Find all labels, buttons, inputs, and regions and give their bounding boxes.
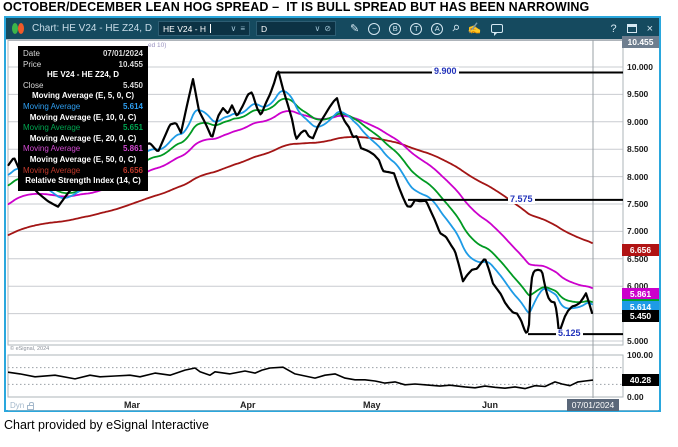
tooltip-row: Moving Average 5.614 (23, 102, 143, 113)
draw-pencil-icon[interactable]: ✎ (350, 23, 360, 35)
tooltip-value: 5.651 (122, 123, 143, 133)
rsi-value-box: 40.28 (622, 374, 659, 386)
comment-bubble-icon[interactable] (490, 24, 503, 36)
interval-select[interactable]: D ∨ ⊘ (256, 21, 337, 36)
tooltip-label: Moving Average (23, 144, 81, 154)
slash-circle-icon[interactable]: ⊘ (324, 24, 332, 33)
tooltip-label: Close (23, 80, 44, 90)
tooltip-value: 10.455 (118, 59, 143, 69)
tooltip-header-row: Relative Strength Index (14, C) (25, 176, 141, 186)
tooltip-value: 07/01/2024 (102, 49, 143, 58)
chevron-down-icon[interactable]: ∨ (230, 24, 237, 33)
rsi-axis-top-label: 100.00 (627, 350, 653, 360)
tooltip-row: Moving Average 5.651 (23, 123, 143, 134)
esignal-chart-window: Chart: HE V24 - HE Z24, D HE V24 - H ∨ ≡… (4, 16, 661, 412)
tooltip-header-row: Moving Average (E, 10, 0, C) (29, 112, 137, 122)
t-tool-icon[interactable]: T (410, 22, 423, 35)
annotation-price-label: 5.125 (556, 328, 583, 338)
chart-toolbar: Chart: HE V24 - HE Z24, D HE V24 - H ∨ ≡… (6, 18, 659, 39)
crosshair-price-box: 10.455 (622, 36, 659, 48)
b-tool-icon[interactable]: B (389, 22, 402, 35)
y-axis-tick-label: 9.500 (627, 89, 649, 99)
symbol-value: HE V24 - H (163, 23, 207, 34)
tooltip-value: 5.861 (122, 144, 143, 154)
tooltip-value: 6.656 (122, 165, 143, 175)
y-axis-tick-label: 7.500 (627, 199, 649, 209)
tooltip-label: Price (23, 59, 42, 69)
y-axis-tick-label: 7.000 (627, 226, 649, 236)
chart-area[interactable]: ed 10) © eSignal, 2024 Dyn 07/01/2024 Da… (6, 36, 659, 411)
crosshair-date-box: 07/01/2024 (567, 399, 619, 411)
y-axis-tick-label: 9.000 (627, 117, 649, 127)
x-axis-month-label: Jun (482, 400, 499, 410)
rsi-axis-bottom-label: 0.00 (627, 392, 644, 402)
tooltip-row: Moving Average 5.861 (23, 144, 143, 155)
annotation-price-label: 7.575 (508, 194, 535, 204)
axis-value-box: 5.450 (622, 310, 659, 322)
help-button[interactable]: ? (610, 22, 617, 35)
tooltip-header-row: Moving Average (E, 20, 0, C) (29, 133, 137, 143)
a-tool-icon[interactable]: A (431, 22, 444, 35)
lock-icon[interactable] (27, 401, 35, 410)
tooltip-label: Date (23, 49, 40, 58)
tooltip-value: 5.614 (122, 101, 143, 111)
wave-tool-icon[interactable]: ~ (368, 22, 381, 35)
chart-caption: Chart provided by eSignal Interactive (4, 418, 209, 432)
y-axis-tick-label: 6.500 (627, 254, 649, 264)
chart-header-partial-text: ed 10) (148, 42, 167, 49)
tooltip-row: Price 10.455 (23, 60, 143, 71)
menu-icon[interactable]: ≡ (240, 24, 246, 33)
close-window-icon[interactable]: × (646, 22, 653, 35)
axis-value-box: 5.861 (622, 288, 659, 300)
symbol-input[interactable]: HE V24 - H ∨ ≡ (158, 21, 251, 36)
data-tooltip-panel: Date 07/01/2024 Price 10.455 HE V24 - HE Z24… (18, 46, 148, 191)
page-title: OCTOBER/DECEMBER LEAN HOG SPREAD – IT IS… (3, 0, 590, 14)
dyn-mode-label[interactable]: Dyn (10, 401, 35, 410)
tooltip-row: Close 5.450 (23, 81, 143, 92)
tooltip-value: 5.450 (122, 80, 143, 90)
text-cursor (210, 24, 212, 33)
notes-icon[interactable]: ✍ (467, 23, 482, 35)
y-axis-tick-label: 8.500 (627, 144, 649, 154)
interval-value: D (261, 23, 268, 34)
y-axis-tick-label: 10.000 (627, 62, 653, 72)
copyright-label: © eSignal, 2024 (10, 346, 50, 352)
key-tool-icon[interactable]: ⚲ (450, 22, 462, 35)
y-axis-tick-label: 5.000 (627, 336, 649, 346)
chevron-down-icon[interactable]: ∨ (314, 24, 321, 33)
restore-window-icon[interactable] (626, 24, 637, 33)
chart-title-label: Chart: HE V24 - HE Z24, D (32, 23, 153, 34)
y-axis-tick-label: 6.000 (627, 281, 649, 291)
y-axis-tick-label: 8.000 (627, 172, 649, 182)
tooltip-label: Moving Average (23, 101, 81, 111)
tooltip-header-row: HE V24 - HE Z24, D (46, 70, 120, 80)
tooltip-row: Date 07/01/2024 (23, 49, 143, 60)
x-axis-month-label: May (363, 400, 381, 410)
esignal-logo-icon (12, 23, 26, 35)
x-axis-month-label: Mar (124, 400, 141, 410)
tooltip-label: Moving Average (23, 123, 81, 133)
tooltip-label: Moving Average (23, 165, 81, 175)
tooltip-header-row: Moving Average (E, 5, 0, C) (31, 91, 135, 101)
annotation-price-label: 9.900 (432, 66, 459, 76)
tooltip-header-row: Moving Average (E, 50, 0, C) (29, 154, 137, 164)
axis-value-box: 6.656 (622, 244, 659, 256)
tooltip-row: Moving Average 6.656 (23, 166, 143, 177)
x-axis-month-label: Apr (240, 400, 256, 410)
